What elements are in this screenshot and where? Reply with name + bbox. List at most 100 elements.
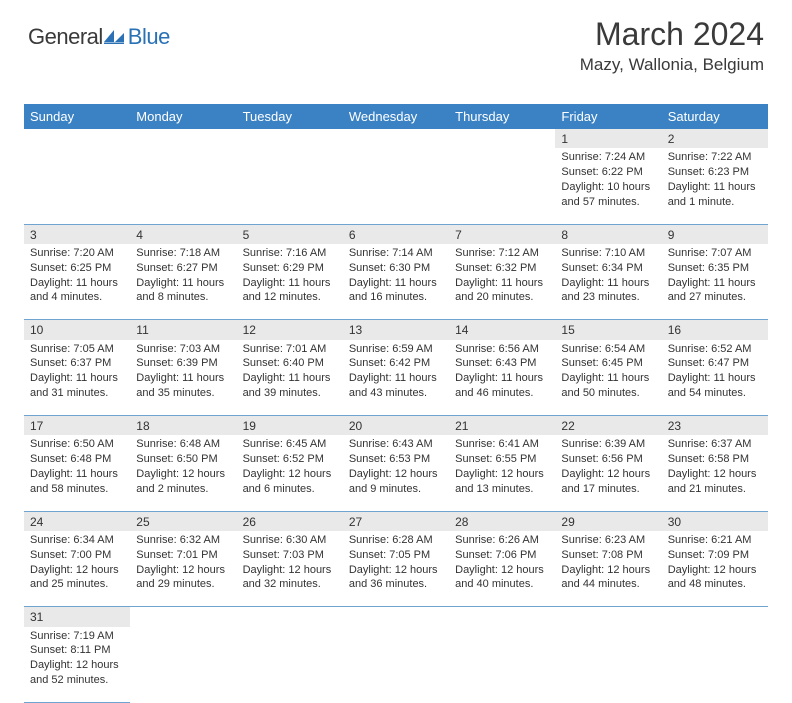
day-cell: Sunrise: 7:20 AMSunset: 6:25 PMDaylight:… <box>24 244 130 320</box>
day-cell <box>24 148 130 224</box>
daylight-text-2: and 17 minutes. <box>561 482 655 497</box>
weekday-saturday: Saturday <box>662 104 768 129</box>
daylight-text-1: Daylight: 11 hours <box>668 180 762 195</box>
weekday-wednesday: Wednesday <box>343 104 449 129</box>
daylight-text-2: and 27 minutes. <box>668 290 762 305</box>
sunrise-text: Sunrise: 6:56 AM <box>455 342 549 357</box>
daylight-text-1: Daylight: 11 hours <box>455 276 549 291</box>
day-cell: Sunrise: 7:14 AMSunset: 6:30 PMDaylight:… <box>343 244 449 320</box>
day-number: 23 <box>668 419 681 433</box>
day-cell: Sunrise: 7:01 AMSunset: 6:40 PMDaylight:… <box>237 340 343 416</box>
sunrise-text: Sunrise: 6:23 AM <box>561 533 655 548</box>
daylight-text-2: and 40 minutes. <box>455 577 549 592</box>
day-number: 31 <box>30 610 43 624</box>
day-number-cell: 2 <box>662 129 768 148</box>
sunrise-text: Sunrise: 6:26 AM <box>455 533 549 548</box>
daylight-text-2: and 25 minutes. <box>30 577 124 592</box>
day-number-cell: 25 <box>130 511 236 531</box>
daylight-text-2: and 52 minutes. <box>30 673 124 688</box>
daylight-text-2: and 43 minutes. <box>349 386 443 401</box>
day-cell: Sunrise: 7:18 AMSunset: 6:27 PMDaylight:… <box>130 244 236 320</box>
day-cell: Sunrise: 6:41 AMSunset: 6:55 PMDaylight:… <box>449 435 555 511</box>
daylight-text-1: Daylight: 12 hours <box>349 467 443 482</box>
sunset-text: Sunset: 7:09 PM <box>668 548 762 563</box>
day-number-cell: 26 <box>237 511 343 531</box>
day-number-cell: 20 <box>343 416 449 436</box>
daylight-text-2: and 36 minutes. <box>349 577 443 592</box>
daylight-text-2: and 39 minutes. <box>243 386 337 401</box>
sunrise-text: Sunrise: 7:07 AM <box>668 246 762 261</box>
day-number: 21 <box>455 419 468 433</box>
day-number: 24 <box>30 515 43 529</box>
sunrise-text: Sunrise: 6:21 AM <box>668 533 762 548</box>
daylight-text-2: and 46 minutes. <box>455 386 549 401</box>
day-cell: Sunrise: 6:34 AMSunset: 7:00 PMDaylight:… <box>24 531 130 607</box>
sunset-text: Sunset: 6:48 PM <box>30 452 124 467</box>
daynum-row: 24252627282930 <box>24 511 768 531</box>
day-number: 17 <box>30 419 43 433</box>
day-number-cell: 21 <box>449 416 555 436</box>
sunset-text: Sunset: 6:52 PM <box>243 452 337 467</box>
sunrise-text: Sunrise: 6:52 AM <box>668 342 762 357</box>
day-cell: Sunrise: 6:23 AMSunset: 7:08 PMDaylight:… <box>555 531 661 607</box>
day-cell <box>343 627 449 703</box>
daylight-text-1: Daylight: 12 hours <box>30 658 124 673</box>
day-number: 27 <box>349 515 362 529</box>
calendar-table: Sunday Monday Tuesday Wednesday Thursday… <box>24 104 768 703</box>
daylight-text-2: and 1 minute. <box>668 195 762 210</box>
daylight-text-1: Daylight: 12 hours <box>455 467 549 482</box>
day-cell: Sunrise: 6:30 AMSunset: 7:03 PMDaylight:… <box>237 531 343 607</box>
day-cell <box>662 627 768 703</box>
day-number: 6 <box>349 228 356 242</box>
day-cell: Sunrise: 7:22 AMSunset: 6:23 PMDaylight:… <box>662 148 768 224</box>
daylight-text-2: and 31 minutes. <box>30 386 124 401</box>
day-cell: Sunrise: 6:21 AMSunset: 7:09 PMDaylight:… <box>662 531 768 607</box>
header-right: March 2024 Mazy, Wallonia, Belgium <box>580 16 764 75</box>
day-number-cell: 9 <box>662 224 768 244</box>
day-cell: Sunrise: 7:10 AMSunset: 6:34 PMDaylight:… <box>555 244 661 320</box>
daynum-row: 10111213141516 <box>24 320 768 340</box>
sunset-text: Sunset: 6:22 PM <box>561 165 655 180</box>
daylight-text-1: Daylight: 11 hours <box>30 467 124 482</box>
weekday-sunday: Sunday <box>24 104 130 129</box>
daylight-text-2: and 57 minutes. <box>561 195 655 210</box>
day-number-cell: 7 <box>449 224 555 244</box>
day-number-cell: 4 <box>130 224 236 244</box>
day-cell: Sunrise: 7:12 AMSunset: 6:32 PMDaylight:… <box>449 244 555 320</box>
day-cell: Sunrise: 6:32 AMSunset: 7:01 PMDaylight:… <box>130 531 236 607</box>
sunset-text: Sunset: 7:06 PM <box>455 548 549 563</box>
day-cell: Sunrise: 7:16 AMSunset: 6:29 PMDaylight:… <box>237 244 343 320</box>
day-number-cell <box>449 129 555 148</box>
day-number: 29 <box>561 515 574 529</box>
daylight-text-1: Daylight: 10 hours <box>561 180 655 195</box>
week-row: Sunrise: 7:05 AMSunset: 6:37 PMDaylight:… <box>24 340 768 416</box>
sunrise-text: Sunrise: 7:16 AM <box>243 246 337 261</box>
sunrise-text: Sunrise: 6:28 AM <box>349 533 443 548</box>
weekday-monday: Monday <box>130 104 236 129</box>
day-number: 3 <box>30 228 37 242</box>
sunset-text: Sunset: 7:00 PM <box>30 548 124 563</box>
day-number-cell <box>130 607 236 627</box>
sunset-text: Sunset: 6:58 PM <box>668 452 762 467</box>
daylight-text-1: Daylight: 11 hours <box>136 276 230 291</box>
daylight-text-1: Daylight: 12 hours <box>349 563 443 578</box>
sunset-text: Sunset: 7:05 PM <box>349 548 443 563</box>
sunrise-text: Sunrise: 7:20 AM <box>30 246 124 261</box>
day-number: 18 <box>136 419 149 433</box>
daylight-text-1: Daylight: 11 hours <box>668 371 762 386</box>
day-cell: Sunrise: 6:43 AMSunset: 6:53 PMDaylight:… <box>343 435 449 511</box>
sunrise-text: Sunrise: 7:18 AM <box>136 246 230 261</box>
daylight-text-2: and 12 minutes. <box>243 290 337 305</box>
sunrise-text: Sunrise: 7:05 AM <box>30 342 124 357</box>
sunrise-text: Sunrise: 7:14 AM <box>349 246 443 261</box>
day-number-cell <box>343 129 449 148</box>
day-number-cell: 3 <box>24 224 130 244</box>
sunset-text: Sunset: 6:27 PM <box>136 261 230 276</box>
day-number: 30 <box>668 515 681 529</box>
sunset-text: Sunset: 6:25 PM <box>30 261 124 276</box>
sunset-text: Sunset: 6:45 PM <box>561 356 655 371</box>
daylight-text-2: and 16 minutes. <box>349 290 443 305</box>
day-number: 25 <box>136 515 149 529</box>
daynum-row: 17181920212223 <box>24 416 768 436</box>
day-number: 11 <box>136 323 148 337</box>
